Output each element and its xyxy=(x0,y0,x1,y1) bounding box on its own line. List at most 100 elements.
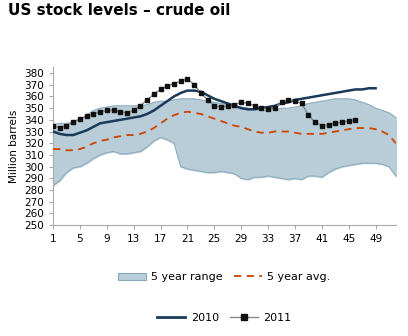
2011 xyxy=(131,109,136,113)
2010 xyxy=(225,101,230,106)
2011 xyxy=(205,98,210,102)
2010 xyxy=(51,129,55,133)
5 year avg. xyxy=(225,121,230,125)
2011 xyxy=(98,110,102,114)
2010 xyxy=(239,106,244,110)
2011 xyxy=(124,111,129,115)
2010 xyxy=(205,93,210,97)
5 year avg. xyxy=(64,148,69,152)
5 year avg. xyxy=(178,111,183,115)
Legend: 5 year range, 5 year avg.: 5 year range, 5 year avg. xyxy=(114,268,335,287)
2010 xyxy=(259,106,264,110)
5 year avg. xyxy=(84,145,89,149)
2011 xyxy=(326,123,331,127)
2010 xyxy=(64,133,69,137)
2011 xyxy=(91,112,96,116)
2011 xyxy=(71,120,75,124)
2010 xyxy=(373,86,378,90)
2011 xyxy=(212,104,217,108)
2011 xyxy=(266,107,271,111)
2010 xyxy=(165,99,170,103)
2010 xyxy=(71,133,75,137)
2011 xyxy=(151,92,156,96)
2010 xyxy=(212,97,217,101)
2010 xyxy=(366,86,371,90)
2010 xyxy=(158,104,163,108)
2010 xyxy=(138,114,143,118)
2011 xyxy=(57,126,62,130)
2010 xyxy=(346,89,351,93)
2010 xyxy=(293,98,297,102)
2010 xyxy=(299,97,304,101)
2010 xyxy=(252,107,257,111)
2011 xyxy=(293,99,297,103)
2010 xyxy=(313,94,317,98)
2011 xyxy=(118,110,123,114)
2010 xyxy=(232,104,237,108)
2010 xyxy=(246,107,251,111)
2011 xyxy=(319,124,324,128)
2010 xyxy=(171,94,176,98)
2010 xyxy=(266,105,271,109)
2010 xyxy=(273,104,277,108)
2011 xyxy=(104,109,109,113)
2011 xyxy=(178,79,183,83)
2011 xyxy=(84,114,89,118)
2010 xyxy=(286,100,290,104)
Line: 5 year avg.: 5 year avg. xyxy=(53,112,396,150)
2011 xyxy=(192,83,197,87)
2011 xyxy=(78,117,82,121)
2010 xyxy=(91,125,96,129)
5 year avg. xyxy=(185,110,190,114)
2010 xyxy=(98,121,102,125)
2010 xyxy=(319,93,324,97)
2011 xyxy=(346,119,351,123)
Text: US stock levels – crude oil: US stock levels – crude oil xyxy=(8,3,231,18)
2011 xyxy=(185,77,190,81)
2010 xyxy=(279,101,284,106)
2011 xyxy=(198,91,203,95)
2010 xyxy=(104,120,109,124)
Line: 2010: 2010 xyxy=(53,88,376,135)
2010 xyxy=(219,99,224,103)
2011 xyxy=(306,113,311,117)
2011 xyxy=(273,106,277,110)
2011 xyxy=(313,120,317,124)
2011 xyxy=(353,118,358,122)
2011 xyxy=(239,100,244,104)
2011 xyxy=(259,106,264,110)
2010 xyxy=(78,131,82,135)
2011 xyxy=(279,100,284,104)
2011 xyxy=(138,104,143,108)
2011 xyxy=(252,104,257,108)
5 year avg. xyxy=(393,141,398,145)
2011 xyxy=(225,104,230,108)
2011 xyxy=(111,109,116,113)
2010 xyxy=(326,92,331,96)
2010 xyxy=(178,91,183,95)
5 year avg. xyxy=(51,147,55,151)
2010 xyxy=(84,128,89,132)
2010 xyxy=(131,116,136,120)
2010 xyxy=(145,112,150,116)
2011 xyxy=(232,102,237,107)
2011 xyxy=(219,105,224,109)
2010 xyxy=(124,117,129,121)
2011 xyxy=(333,121,338,125)
Legend: 2010, 2011: 2010, 2011 xyxy=(153,308,296,327)
2011 xyxy=(158,87,163,91)
2010 xyxy=(339,90,344,94)
2010 xyxy=(151,109,156,113)
5 year avg. xyxy=(273,129,277,133)
2011 xyxy=(165,84,170,88)
2010 xyxy=(111,119,116,123)
Y-axis label: Million barrels: Million barrels xyxy=(9,110,19,183)
Line: 2011: 2011 xyxy=(51,77,358,130)
2010 xyxy=(360,87,365,91)
2011 xyxy=(145,98,150,102)
2011 xyxy=(299,101,304,106)
2010 xyxy=(185,89,190,93)
2011 xyxy=(64,124,69,128)
2010 xyxy=(333,91,338,95)
2011 xyxy=(171,82,176,86)
